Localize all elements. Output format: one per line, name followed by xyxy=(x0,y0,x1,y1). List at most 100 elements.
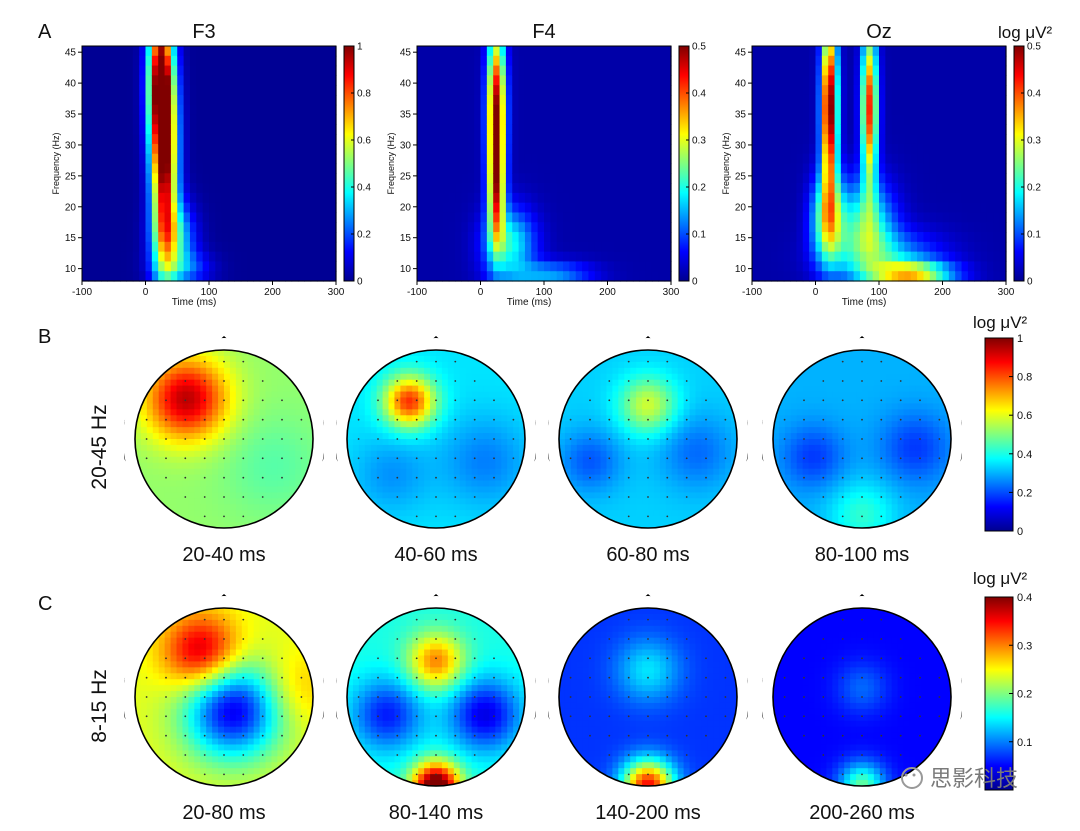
colorbar-tick-label: 0.6 xyxy=(1017,410,1032,422)
y-tick-label: 15 xyxy=(735,233,747,244)
y-tick-label: 30 xyxy=(735,140,747,151)
y-tick-label: 35 xyxy=(735,110,747,121)
time-window-label: 20-40 ms xyxy=(182,544,265,566)
electrode-dots xyxy=(357,618,515,776)
topomap-c-2: 80-140 ms xyxy=(335,594,537,824)
x-tick-label: 300 xyxy=(328,287,345,298)
y-axis-label: Frequency (Hz) xyxy=(51,132,61,194)
topomap-row-b: 20-40 ms 40-60 ms 60-80 ms 80-100 ms xyxy=(123,336,963,566)
head-outline xyxy=(772,349,952,529)
colorbar-tick-label: 0.8 xyxy=(357,89,371,100)
head-outline xyxy=(772,607,952,787)
x-tick-label: 0 xyxy=(478,287,484,298)
colorbar-tick-label: 0 xyxy=(692,277,698,288)
spectrogram-oz: Oz -100 0 100 200 300 10 15 20 25 30 35 40 45 Time (ms… xyxy=(721,21,1041,308)
topomap-b-3: 60-80 ms xyxy=(547,336,749,566)
head-outline xyxy=(134,349,314,529)
spectrogram-title: F4 xyxy=(532,21,555,43)
electrode-dots xyxy=(145,360,303,518)
x-tick-label: -100 xyxy=(742,287,762,298)
x-axis-label: Time (ms) xyxy=(842,297,887,308)
colorbar-b: 1 0.8 0.6 0.4 0.2 0 xyxy=(984,333,1032,538)
spectrogram-f4: F4 -100 0 100 200 300 10 15 20 25 30 35 40 45 Time (ms… xyxy=(386,21,706,308)
y-axis-label: Frequency (Hz) xyxy=(721,132,731,194)
spectrogram-cells xyxy=(82,46,337,282)
y-tick-label: 30 xyxy=(65,140,77,151)
y-tick-label: 30 xyxy=(400,140,412,151)
watermark-text: 思影科技 xyxy=(930,766,1018,791)
y-axis-label: Frequency (Hz) xyxy=(386,132,396,194)
electrode-dots xyxy=(357,360,515,518)
panel-label-a: A xyxy=(38,21,52,43)
spectrogram-cells xyxy=(752,46,1007,282)
colorbar-tick-label: 0.1 xyxy=(1027,230,1041,241)
y-tick-label: 45 xyxy=(400,48,412,59)
time-window-label: 80-140 ms xyxy=(389,802,484,824)
colorbar-tick-label: 1 xyxy=(357,42,363,53)
colorbar-tick-label: 0.1 xyxy=(1017,737,1032,749)
y-tick-label: 20 xyxy=(400,202,412,213)
y-tick-label: 35 xyxy=(65,110,77,121)
x-tick-label: 300 xyxy=(663,287,680,298)
x-tick-label: -100 xyxy=(72,287,92,298)
colorbar-tick-label: 0.2 xyxy=(1017,689,1032,701)
head-outline xyxy=(558,607,738,787)
head-outline xyxy=(346,349,526,529)
electrode-dots xyxy=(569,618,727,776)
x-tick-label: 200 xyxy=(264,287,281,298)
colorbar-tick-label: 0 xyxy=(357,277,363,288)
colorbar xyxy=(1013,45,1025,282)
electrode-dots xyxy=(783,360,941,518)
y-tick-label: 40 xyxy=(65,79,77,90)
colorbar xyxy=(343,45,355,282)
topomap-row-c: 20-80 ms 80-140 ms 140-200 ms 200-260 ms xyxy=(123,594,963,824)
watermark: 思影科技 xyxy=(901,766,1018,791)
colorbar-tick-label: 0.3 xyxy=(1017,640,1032,652)
topomap-cells xyxy=(347,608,526,787)
head-outline xyxy=(346,607,526,787)
colorbar-bar xyxy=(984,596,1014,791)
topomap-b-2: 40-60 ms xyxy=(335,336,537,566)
y-tick-label: 10 xyxy=(400,264,412,275)
y-tick-label: 20 xyxy=(735,202,747,213)
colorbar-tick-label: 0.2 xyxy=(692,183,706,194)
x-tick-label: 0 xyxy=(813,287,819,298)
spectrogram-cells xyxy=(417,46,672,282)
time-window-label: 200-260 ms xyxy=(809,802,915,824)
colorbar-tick-label: 1 xyxy=(1017,333,1023,345)
colorbar-tick-label: 0.6 xyxy=(357,136,371,147)
y-tick-label: 45 xyxy=(735,48,747,59)
x-tick-label: -100 xyxy=(407,287,427,298)
head-outline xyxy=(558,349,738,529)
topomap-c-4: 200-260 ms xyxy=(761,594,963,824)
time-window-label: 140-200 ms xyxy=(595,802,701,824)
x-tick-label: 200 xyxy=(934,287,951,298)
colorbar-tick-label: 0.3 xyxy=(1027,136,1041,147)
y-tick-label: 45 xyxy=(65,48,77,59)
x-axis-label: Time (ms) xyxy=(507,297,552,308)
colorbar-tick-label: 0.4 xyxy=(1017,592,1032,604)
x-tick-label: 300 xyxy=(998,287,1015,298)
wechat-icon xyxy=(901,767,923,789)
y-tick-label: 40 xyxy=(735,79,747,90)
time-window-label: 40-60 ms xyxy=(394,544,477,566)
time-window-label: 80-100 ms xyxy=(815,544,910,566)
topomap-c-3: 140-200 ms xyxy=(547,594,749,824)
y-tick-label: 10 xyxy=(735,264,747,275)
panel-label-b: B xyxy=(38,326,51,348)
topomap-cells xyxy=(559,608,738,787)
topomap-b-4: 80-100 ms xyxy=(761,336,963,566)
head-outline xyxy=(134,607,314,787)
colorbar-c: 0.4 0.3 0.2 0.1 xyxy=(984,592,1032,791)
panel-label-c: C xyxy=(38,593,52,615)
row-label-b: 20-45 Hz xyxy=(88,404,111,489)
colorbar-tick-label: 0.1 xyxy=(692,230,706,241)
electrode-dots xyxy=(569,360,727,518)
colorbar-tick-label: 0.3 xyxy=(692,136,706,147)
electrode-dots xyxy=(145,618,303,776)
spectrogram-title: F3 xyxy=(192,21,215,43)
colorbar-tick-label: 0.2 xyxy=(357,230,371,241)
panel-b-unit-label: log μV² xyxy=(973,313,1028,332)
colorbar-tick-label: 0 xyxy=(1017,526,1023,538)
